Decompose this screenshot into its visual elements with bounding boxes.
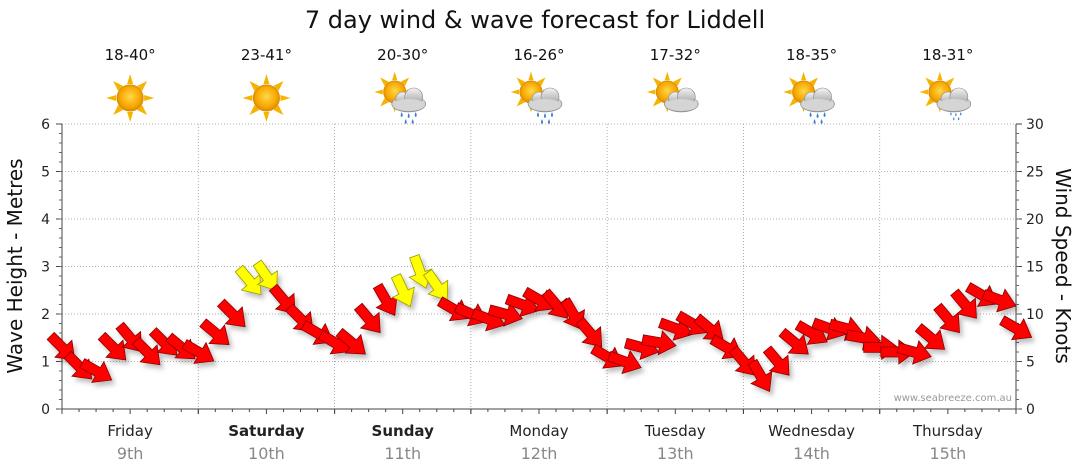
day-header: 18-31° <box>919 46 973 121</box>
wind-arrow <box>335 327 366 355</box>
credit-text: www.seabreeze.com.au <box>894 393 1012 404</box>
day-header: 18-35° <box>782 46 837 124</box>
sun-rain-cloud-icon <box>373 71 427 124</box>
grid-lines <box>62 123 1016 409</box>
temperature-range: 18-40° <box>105 46 156 64</box>
day-date-label: 12th <box>521 444 558 463</box>
wind-arrow <box>46 331 76 361</box>
wind-arrow <box>999 315 1033 341</box>
left-tick-label: 4 <box>41 212 50 228</box>
wind-arrow <box>199 318 230 345</box>
temperature-range: 23-41° <box>241 46 292 64</box>
right-tick-label: 25 <box>1026 165 1044 181</box>
wind-arrow <box>693 313 724 341</box>
wind-arrow <box>353 302 381 334</box>
wind-arrow <box>606 350 642 375</box>
temperature-range: 18-31° <box>922 46 973 64</box>
sun-cloud-icon <box>646 71 699 113</box>
wind-arrow <box>778 327 809 355</box>
day-name-label: Saturday <box>228 422 305 440</box>
day-name-label: Friday <box>107 422 153 440</box>
day-header: 23-41° <box>241 46 292 123</box>
day-date-label: 10th <box>248 444 285 463</box>
wind-arrow <box>747 358 773 392</box>
chart-title: 7 day wind & wave forecast for Liddell <box>305 6 765 34</box>
wind-arrow <box>950 288 977 319</box>
right-axis-ticks: 0 5 10 15 20 25 30 <box>1016 117 1044 418</box>
left-tick-label: 2 <box>41 307 50 323</box>
day-name-label: Thursday <box>912 422 983 440</box>
left-tick-label: 3 <box>41 260 50 276</box>
temperature-range: 20-30° <box>377 46 428 64</box>
wind-arrow <box>541 288 568 319</box>
day-forecast-headers: 18-40° 23-41° 20-30° 16-26° 17-32° 18-35° 18-3… <box>105 46 973 124</box>
wind-arrow <box>470 307 506 332</box>
left-axis-label: Wave Height - Metres <box>3 158 27 373</box>
sun-rain-cloud-icon <box>782 71 836 124</box>
left-axis-ticks: 0 1 2 3 4 5 6 <box>41 117 62 418</box>
day-header: 17-32° <box>646 46 701 113</box>
day-name-label: Tuesday <box>644 422 706 440</box>
day-header: 18-40° <box>105 46 156 123</box>
temperature-range: 18-35° <box>786 46 837 64</box>
sun-rain-cloud-icon <box>510 71 563 124</box>
day-date-label: 15th <box>929 444 966 463</box>
right-tick-label: 0 <box>1026 402 1035 418</box>
wind-arrow <box>422 268 449 301</box>
wind-arrow <box>896 340 932 365</box>
temperature-range: 16-26° <box>513 46 564 64</box>
wind-arrow <box>252 259 278 292</box>
day-header: 20-30° <box>373 46 428 124</box>
day-name-label: Wednesday <box>768 422 855 440</box>
right-axis-label: Wind Speed - Knots <box>1051 168 1075 364</box>
day-name-label: Monday <box>509 422 568 440</box>
day-date-label: 11th <box>384 444 421 463</box>
left-tick-label: 0 <box>41 402 50 418</box>
wind-arrow <box>728 345 756 376</box>
wind-arrow <box>914 323 946 350</box>
temperature-range: 17-32° <box>650 46 701 64</box>
wind-arrow <box>268 283 296 315</box>
day-name-label: Sunday <box>372 422 435 440</box>
sun-icon <box>241 73 291 123</box>
right-tick-label: 15 <box>1026 260 1044 276</box>
day-date-label: 9th <box>117 444 144 463</box>
day-date-label: 13th <box>657 444 694 463</box>
x-axis-day-labels: Friday 9th Saturday 10th Sunday 11th Monday 12t… <box>61 409 1017 463</box>
right-tick-label: 10 <box>1026 307 1044 323</box>
left-tick-label: 6 <box>41 117 50 133</box>
left-tick-label: 5 <box>41 165 50 181</box>
wind-arrow <box>97 331 127 361</box>
wind-arrow <box>181 339 215 364</box>
wind-arrow <box>131 336 161 366</box>
wind-arrow <box>575 316 603 348</box>
wind-arrow <box>63 350 93 380</box>
wind-arrow <box>641 330 677 356</box>
wind-arrow <box>79 358 113 383</box>
wind-arrow <box>981 288 1017 313</box>
wind-arrow <box>165 332 196 360</box>
right-tick-label: 5 <box>1026 355 1035 371</box>
right-tick-label: 20 <box>1026 212 1044 228</box>
wind-arrow <box>762 345 790 376</box>
sun-icon <box>105 73 155 123</box>
wind-arrow <box>390 273 415 308</box>
sun-light-rain-icon <box>919 71 972 121</box>
right-tick-label: 30 <box>1026 117 1044 133</box>
wind-arrow <box>234 264 262 296</box>
left-tick-label: 1 <box>41 355 50 371</box>
day-header: 16-26° <box>510 46 565 124</box>
wind-arrow <box>408 254 433 289</box>
day-date-label: 14th <box>793 444 830 463</box>
wind-arrow-series <box>46 254 1033 392</box>
wind-arrow <box>216 298 246 328</box>
